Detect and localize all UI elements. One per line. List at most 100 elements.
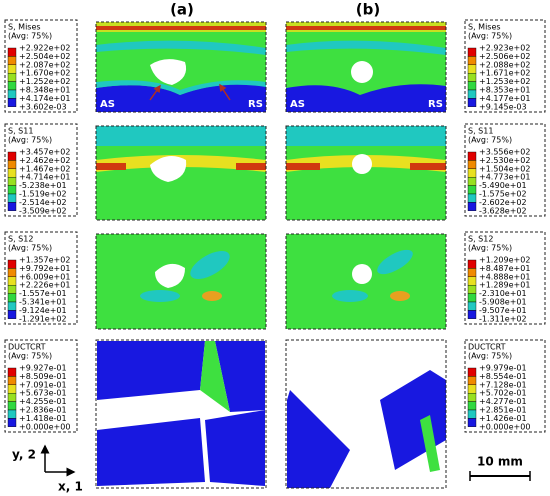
legend-value: -2.602e+02 xyxy=(479,198,527,207)
legend-value: +4.888e+01 xyxy=(479,272,530,281)
legend-title: S, S11 xyxy=(8,127,33,136)
legend-band xyxy=(467,409,477,419)
legend-value: +2.922e+02 xyxy=(19,44,70,53)
scale-label: 10 mm xyxy=(477,455,523,469)
legend-value: -5.341e+01 xyxy=(19,298,67,307)
legend-value: +1.289e+01 xyxy=(479,281,530,290)
legend-value: +2.088e+02 xyxy=(479,60,530,69)
contour-panel xyxy=(285,233,447,330)
legend-band xyxy=(467,310,477,319)
axis-label: y, 2 xyxy=(12,448,36,462)
legend-title: DUCTCRT xyxy=(468,343,506,352)
legend: DUCTCRT(Avg: 75%) +9.979e-01+8.554e-01+7.… xyxy=(464,339,546,433)
side-label: AS xyxy=(100,99,115,110)
legend-value: +1.467e+02 xyxy=(19,164,70,173)
legend-band xyxy=(467,268,477,277)
legend-band xyxy=(7,185,17,195)
legend-value: +2.226e+01 xyxy=(19,281,70,290)
contour-panel xyxy=(285,125,447,221)
contour-panel: AS RS xyxy=(285,21,447,113)
legend-value: +9.927e-01 xyxy=(19,364,67,373)
legend-band xyxy=(467,293,477,303)
legend-value: +1.671e+02 xyxy=(479,69,530,78)
legend-subtitle: (Avg: 75%) xyxy=(468,32,512,41)
legend-band xyxy=(7,384,17,394)
legend: S, S11(Avg: 75%) +3.556e+02+2.530e+02+1.5… xyxy=(464,123,546,217)
legend-value: +0.000e+00 xyxy=(19,422,70,431)
side-label: RS xyxy=(248,99,263,110)
legend-band xyxy=(7,81,17,91)
legend-band xyxy=(467,160,477,169)
column-label: (b) xyxy=(356,1,380,19)
legend-value: +4.277e-01 xyxy=(479,397,527,406)
legend-band xyxy=(467,367,477,377)
legend-frame xyxy=(464,231,546,325)
legend-subtitle: (Avg: 75%) xyxy=(468,244,512,253)
legend-subtitle: (Avg: 75%) xyxy=(8,244,52,253)
legend-frame xyxy=(4,123,78,217)
legend-value: -1.557e+01 xyxy=(19,289,67,298)
legend-value: -2.514e+02 xyxy=(19,198,67,207)
legend-band xyxy=(7,202,17,211)
legend: S, S12(Avg: 75%) +1.357e+02+9.792e+01+6.0… xyxy=(4,231,78,325)
legend-value: +4.255e-01 xyxy=(19,397,67,406)
legend-value: +8.353e+01 xyxy=(479,86,530,95)
legend-value: -5.908e+01 xyxy=(479,298,527,307)
legend-frame xyxy=(4,339,78,433)
legend-value: +4.174e+01 xyxy=(19,94,70,103)
side-label: RS xyxy=(428,99,443,110)
legend-value: +5.702e-01 xyxy=(479,389,527,398)
legend: S, Mises(Avg: 75%) +2.923e+02+2.506e+02+2… xyxy=(464,19,546,113)
legend-value: +2.506e+02 xyxy=(479,52,530,61)
legend-frame xyxy=(464,339,546,433)
legend-value: -1.311e+02 xyxy=(479,314,527,323)
legend-value: +2.462e+02 xyxy=(19,156,70,165)
legend-title: S, Mises xyxy=(8,23,41,32)
legend-band xyxy=(7,98,17,108)
legend-value: +8.348e+01 xyxy=(19,86,70,95)
legend-value: +4.773e+01 xyxy=(479,173,530,182)
legend-value: +6.009e+01 xyxy=(19,272,70,281)
legend-value: +3.602e-03 xyxy=(19,102,67,111)
legend: DUCTCRT(Avg: 75%) +9.927e-01+8.509e-01+7.… xyxy=(4,339,78,433)
legend-subtitle: (Avg: 75%) xyxy=(468,352,512,361)
legend-band xyxy=(7,89,17,99)
legend-title: DUCTCRT xyxy=(8,343,46,352)
legend: S, Mises(Avg: 75%) +2.922e+02+2.504e+02+2… xyxy=(4,19,78,113)
legend-value: -1.575e+02 xyxy=(479,190,527,199)
contour-panel xyxy=(95,339,267,489)
legend-subtitle: (Avg: 75%) xyxy=(8,136,52,145)
legend-band xyxy=(7,72,17,82)
legend-value: +2.530e+02 xyxy=(479,156,530,165)
legend-value: +1.253e+02 xyxy=(479,77,530,86)
legend-value: -5.490e+01 xyxy=(479,181,527,190)
legend-value: +1.418e-01 xyxy=(19,414,67,423)
legend-band xyxy=(7,409,17,419)
legend-band xyxy=(467,168,477,178)
legend-value: +8.554e-01 xyxy=(479,372,527,381)
legend-value: -5.238e+01 xyxy=(19,181,67,190)
legend-band xyxy=(7,259,17,269)
legend-value: -9.124e+01 xyxy=(19,306,67,315)
legend-band xyxy=(467,81,477,91)
legend-band xyxy=(467,202,477,211)
legend-band xyxy=(7,160,17,169)
scale-bar: 10 mm xyxy=(469,455,531,481)
legend-value: +7.128e-01 xyxy=(479,380,527,389)
legend-value: +1.357e+02 xyxy=(19,256,70,265)
legend-band xyxy=(7,64,17,74)
contour-panel xyxy=(95,233,267,330)
legend-subtitle: (Avg: 75%) xyxy=(468,136,512,145)
legend-value: -9.507e+01 xyxy=(479,306,527,315)
legend-band xyxy=(467,418,477,427)
legend-value: +2.851e-01 xyxy=(479,406,527,415)
legend-value: +9.979e-01 xyxy=(479,364,527,373)
legend-band xyxy=(467,176,477,186)
legend-title: S, S12 xyxy=(8,235,33,244)
legend-band xyxy=(467,376,477,385)
legend-band xyxy=(467,285,477,294)
legend-subtitle: (Avg: 75%) xyxy=(8,32,52,41)
legend-frame xyxy=(464,19,546,113)
legend-value: +5.673e-01 xyxy=(19,389,67,398)
